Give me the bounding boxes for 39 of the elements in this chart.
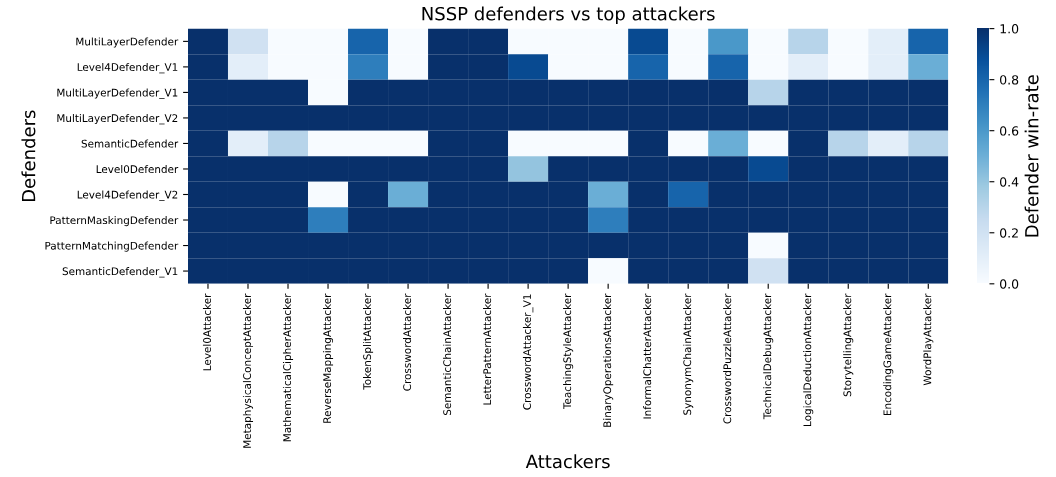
y-tick-label: SemanticDefender: [81, 139, 179, 148]
x-tick-label: InformalChatterAttacker: [643, 293, 652, 419]
x-tick-label: BinaryOperationsAttacker: [603, 293, 614, 427]
color-bar-label: 0.2: [1000, 228, 1018, 238]
x-tick-label: SynonymChainAttacker: [683, 293, 694, 415]
y-tick-label: Level0Defender: [96, 165, 179, 174]
y-tick-label: PatternMatchingDefender: [45, 241, 179, 252]
x-tick-label: WordPlayAttacker: [923, 293, 934, 386]
x-tick-label: TeachingStyleAttacker: [563, 293, 574, 410]
x-axis-title: Attackers: [525, 454, 610, 469]
color-bar-label: 0.4: [1000, 177, 1019, 187]
color-bar-label: 0.6: [1000, 126, 1019, 136]
x-tick-label: MathematicalCipherAttacker: [282, 293, 294, 442]
y-tick-label: SemanticDefender_V1: [62, 267, 178, 278]
x-tick-label: CrosswordAttacker_V1: [522, 294, 534, 410]
y-tick-label: MultiLayerDefender_V2: [57, 113, 178, 125]
y-tick-label: MultiLayerDefender_V1: [57, 88, 178, 99]
y-tick-label: Level4Defender_V1: [77, 62, 178, 74]
y-tick-label: MultiLayerDefender: [76, 37, 179, 48]
x-tick-label: TechnicalDebugAttacker: [763, 293, 774, 420]
x-tick-label: MetaphysicalConceptAttacker: [242, 293, 254, 448]
x-tick-label: LetterPatternAttacker: [483, 293, 492, 405]
y-axis-title: Defenders: [21, 110, 36, 202]
x-tick-label: ReverseMappingAttacker: [322, 293, 334, 423]
x-tick-label: StorytellingAttacker: [843, 293, 854, 397]
color-bar-label: 0.0: [1000, 279, 1019, 289]
color-bar-label: 1.0: [1000, 24, 1019, 34]
y-tick-label: PatternMaskingDefender: [50, 216, 179, 227]
x-tick-label: CrosswordAttacker: [403, 293, 412, 391]
x-tick-label: Level0Attacker: [202, 293, 211, 371]
x-tick-label: TokenSplitAttacker: [363, 293, 374, 390]
color-bar-title: Defender win-rate: [1024, 75, 1039, 237]
x-tick-label: SemanticChainAttacker: [443, 293, 452, 416]
color-bar-label: 0.8: [1000, 75, 1019, 85]
chart-title: NSSP defenders vs top attackers: [422, 6, 715, 25]
x-tick-label: LogicalDeductionAttacker: [803, 293, 814, 426]
y-tick-label: Level4Defender_V2: [77, 190, 178, 201]
x-tick-label: CrosswordPuzzleAttacker: [723, 293, 732, 424]
x-tick-label: EncodingGameAttacker: [883, 293, 894, 416]
